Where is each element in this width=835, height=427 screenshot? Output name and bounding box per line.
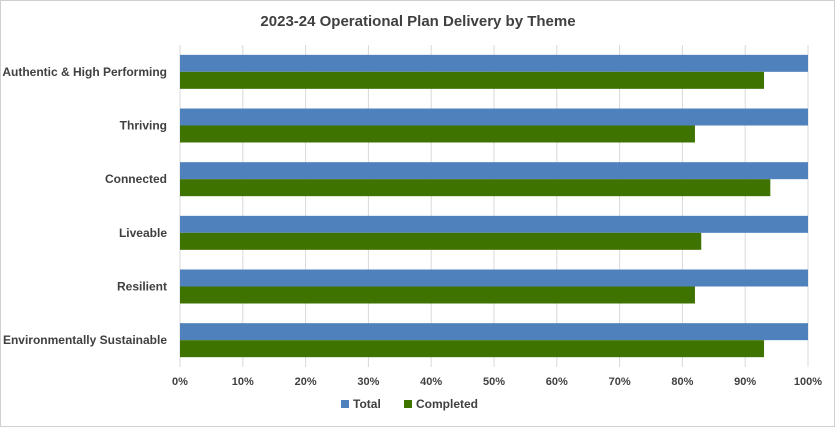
bar-completed xyxy=(180,286,695,304)
category-label: Environmentally Sustainable xyxy=(3,333,167,347)
x-tick-label: 40% xyxy=(420,376,442,388)
bar-completed xyxy=(180,232,702,250)
category-labels: Authentic & High Performing Thriving Conne… xyxy=(2,65,167,347)
x-tick-label: 10% xyxy=(232,376,254,388)
bar-total xyxy=(180,108,808,126)
bar-total xyxy=(180,215,808,233)
legend-label-total: Total xyxy=(353,397,381,411)
bar-completed xyxy=(180,179,771,197)
x-tick-label: 50% xyxy=(483,376,505,388)
bar-completed xyxy=(180,125,695,143)
legend-swatch-total xyxy=(341,400,349,408)
x-tick-label: 90% xyxy=(734,376,756,388)
x-tick-label: 30% xyxy=(357,376,379,388)
x-tick-label: 60% xyxy=(546,376,568,388)
category-label: Resilient xyxy=(117,280,167,294)
legend: Total Completed xyxy=(341,397,478,411)
bar-total xyxy=(180,162,808,180)
x-tick-label: 70% xyxy=(609,376,631,388)
bar-completed xyxy=(180,71,765,89)
category-label: Liveable xyxy=(119,226,167,240)
legend-label-completed: Completed xyxy=(416,397,478,411)
bar-total xyxy=(180,323,808,341)
bars xyxy=(180,54,808,358)
bar-total xyxy=(180,269,808,287)
category-label: Thriving xyxy=(120,119,167,133)
x-axis-tick-labels: 0% 10% 20% 30% 40% 50% 60% 70% 80% 90% 100% xyxy=(172,376,822,388)
category-label: Authentic & High Performing xyxy=(2,65,167,79)
x-tick-label: 80% xyxy=(671,376,693,388)
bar-completed xyxy=(180,340,765,358)
category-label: Connected xyxy=(105,172,167,186)
x-tick-label: 100% xyxy=(794,376,822,388)
bar-total xyxy=(180,54,808,72)
gridlines xyxy=(179,45,809,367)
x-tick-label: 20% xyxy=(295,376,317,388)
legend-swatch-completed xyxy=(404,400,412,408)
chart-title: 2023-24 Operational Plan Delivery by The… xyxy=(260,13,575,30)
x-tick-label: 0% xyxy=(172,376,188,388)
